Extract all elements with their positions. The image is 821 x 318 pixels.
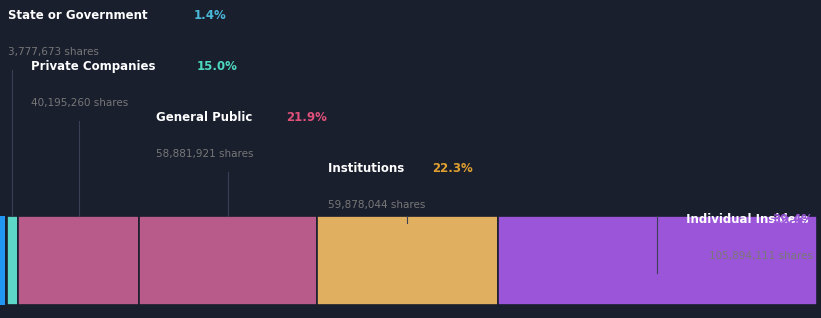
Text: 21.9%: 21.9% [286, 111, 327, 124]
Text: 1.4%: 1.4% [194, 9, 227, 22]
Text: 3,777,673 shares: 3,777,673 shares [8, 47, 99, 57]
Text: 15.0%: 15.0% [197, 60, 238, 73]
Text: Private Companies: Private Companies [31, 60, 160, 73]
Bar [140, 216, 317, 305]
Text: 22.3%: 22.3% [432, 162, 473, 175]
Text: 59,878,044 shares: 59,878,044 shares [328, 200, 426, 210]
Text: Individual Insiders: Individual Insiders [682, 213, 813, 226]
Text: 105,894,111 shares: 105,894,111 shares [709, 251, 813, 261]
Text: 39.4%: 39.4% [772, 213, 813, 226]
Text: 58,881,921 shares: 58,881,921 shares [156, 149, 254, 159]
Bar [317, 216, 498, 305]
Bar [18, 216, 140, 305]
Text: 40,195,260 shares: 40,195,260 shares [31, 98, 128, 108]
Text: Institutions: Institutions [328, 162, 409, 175]
Text: General Public: General Public [156, 111, 256, 124]
Bar [498, 216, 817, 305]
Text: State or Government: State or Government [8, 9, 152, 22]
Bar [0, 216, 5, 305]
Bar [7, 216, 18, 305]
